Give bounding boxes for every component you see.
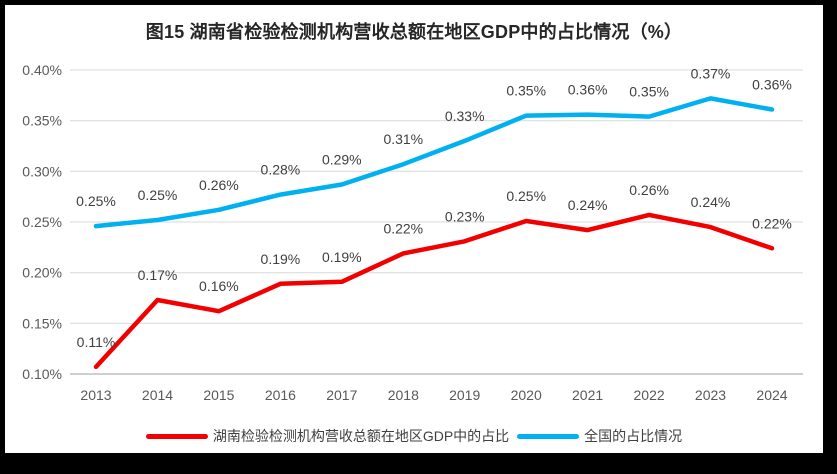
data-label-hunan: 0.11% <box>77 334 116 350</box>
y-axis-tick-label: 0.35% <box>22 113 62 129</box>
x-axis-tick-label: 2013 <box>80 387 111 403</box>
data-label-national: 0.35% <box>629 84 669 100</box>
data-label-hunan: 0.22% <box>752 215 792 231</box>
data-label-hunan: 0.22% <box>383 220 423 236</box>
chart-title: 图15 湖南省检验检测机构营收总额在地区GDP中的占比情况（%） <box>145 22 683 42</box>
data-label-hunan: 0.23% <box>445 208 485 224</box>
x-axis-tick-label: 2015 <box>203 387 234 403</box>
x-axis-tick-label: 2019 <box>449 387 480 403</box>
data-label-hunan: 0.16% <box>199 278 239 294</box>
chart-panel: 图15 湖南省检验检测机构营收总额在地区GDP中的占比情况（%） 0.10% 0.… <box>5 5 823 453</box>
series-line-national <box>93 96 775 229</box>
x-axis-tick-label: 2014 <box>142 387 173 403</box>
legend-swatch-red-line <box>145 433 208 439</box>
x-axis-tick-label: 2017 <box>326 387 357 403</box>
x-axis-tick-label: 2020 <box>511 387 542 403</box>
data-label-national: 0.33% <box>445 108 485 124</box>
data-label-national: 0.36% <box>568 82 608 98</box>
y-axis-tick-label: 0.15% <box>22 315 62 331</box>
x-axis-tick-label: 2018 <box>388 387 419 403</box>
data-label-national: 0.31% <box>383 131 423 147</box>
data-label-hunan: 0.19% <box>261 251 301 267</box>
legend-label-national: 全国的占比情况 <box>584 428 683 444</box>
data-label-hunan: 0.25% <box>506 188 546 204</box>
legend-item-national: 全国的占比情况 <box>517 426 682 446</box>
data-label-national: 0.36% <box>752 77 792 93</box>
x-axis-tick-label: 2022 <box>634 387 665 403</box>
data-label-national: 0.25% <box>138 187 178 203</box>
data-label-national: 0.35% <box>506 83 546 99</box>
data-label-national: 0.28% <box>261 162 301 178</box>
data-label-hunan: 0.24% <box>568 197 608 213</box>
y-axis-tick-label: 0.20% <box>22 265 62 281</box>
data-label-national: 0.37% <box>691 65 731 81</box>
y-axis-tick-label: 0.30% <box>22 163 62 179</box>
x-axis-tick-label: 2023 <box>695 387 726 403</box>
x-axis-tick-label: 2016 <box>265 387 296 403</box>
data-label-national: 0.29% <box>322 152 362 168</box>
data-label-hunan: 0.24% <box>691 194 731 210</box>
x-axis-tick-label: 2021 <box>572 387 603 403</box>
legend: 湖南检验检测机构营收总额在地区GDP中的占比 全国的占比情况 <box>5 425 823 447</box>
data-label-hunan: 0.26% <box>629 182 669 198</box>
legend-item-hunan: 湖南检验检测机构营收总额在地区GDP中的占比 <box>145 426 510 446</box>
plot-svg: 0.10% 0.15% 0.20% 0.25% 0.30% 0.35% 0.40% 2013 2… <box>22 62 803 403</box>
y-axis-tick-label: 0.25% <box>22 214 62 230</box>
y-axis-tick-label: 0.10% <box>22 366 62 382</box>
legend-label-hunan: 湖南检验检测机构营收总额在地区GDP中的占比 <box>212 428 510 444</box>
legend-swatch-blue-line <box>517 433 580 439</box>
data-label-national: 0.25% <box>76 193 116 209</box>
x-axis-tick-label: 2024 <box>756 387 787 403</box>
series-line-hunan <box>93 212 775 370</box>
data-label-hunan: 0.19% <box>322 249 362 265</box>
data-label-national: 0.26% <box>199 177 239 193</box>
y-axis-tick-label: 0.40% <box>22 62 62 78</box>
data-label-hunan: 0.17% <box>138 267 178 283</box>
